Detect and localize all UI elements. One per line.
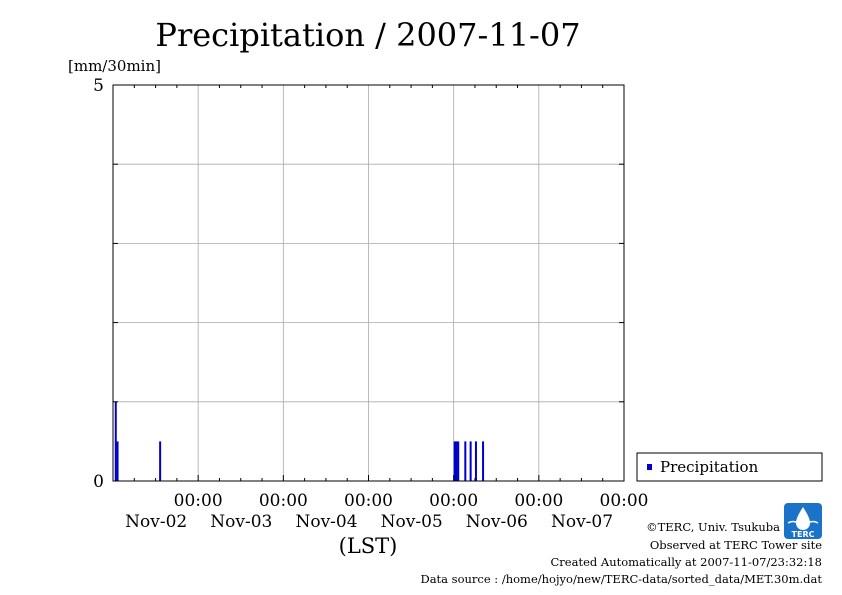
precipitation-bar (457, 441, 460, 481)
x-tick-time: 00:00 (600, 491, 649, 511)
terc-logo: TERC (784, 503, 822, 539)
x-tick-time: 00:00 (514, 491, 563, 511)
x-tick-time: 00:00 (429, 491, 478, 511)
x-tick-date: Nov-07 (551, 512, 613, 532)
footer-created: Created Automatically at 2007-11-07/23:3… (551, 555, 823, 569)
legend: Precipitation (636, 452, 823, 482)
precipitation-bar (116, 441, 119, 481)
x-tick-date: Nov-02 (125, 512, 187, 532)
chart-title: Precipitation / 2007-11-07 (155, 16, 580, 54)
grid (113, 85, 624, 481)
x-tick-time: 00:00 (344, 491, 393, 511)
precipitation-bar (453, 441, 456, 481)
precipitation-bar (455, 441, 458, 481)
y-axis-unit-label: [mm/30min] (68, 57, 161, 75)
precipitation-bar (114, 401, 117, 481)
ticks: 0500:00Nov-0200:00Nov-0300:00Nov-0400:00… (93, 76, 648, 532)
x-tick-date: Nov-04 (295, 512, 357, 532)
precipitation-bar (482, 441, 485, 481)
precipitation-bar (474, 441, 477, 481)
x-axis-label: (LST) (339, 534, 398, 558)
precipitation-bar (464, 441, 467, 481)
y-tick-label: 0 (93, 472, 104, 492)
legend-label: Precipitation (660, 458, 759, 476)
footer-source: Data source : /home/hojyo/new/TERC-data/… (420, 572, 822, 586)
footer-observed: Observed at TERC Tower site (650, 538, 822, 552)
y-tick-label: 5 (93, 76, 104, 96)
x-tick-date: Nov-05 (381, 512, 443, 532)
logo-text: TERC (792, 530, 815, 539)
footer-copyright: ©TERC, Univ. Tsukuba (646, 520, 780, 534)
legend-swatch (647, 464, 652, 470)
x-tick-time: 00:00 (259, 491, 308, 511)
precipitation-bar (469, 441, 472, 481)
x-tick-date: Nov-06 (466, 512, 528, 532)
wave-icon (787, 520, 819, 526)
x-tick-date: Nov-03 (210, 512, 272, 532)
x-tick-time: 00:00 (174, 491, 223, 511)
bars (114, 401, 485, 481)
precipitation-bar (159, 441, 162, 481)
legend-box (636, 452, 823, 482)
